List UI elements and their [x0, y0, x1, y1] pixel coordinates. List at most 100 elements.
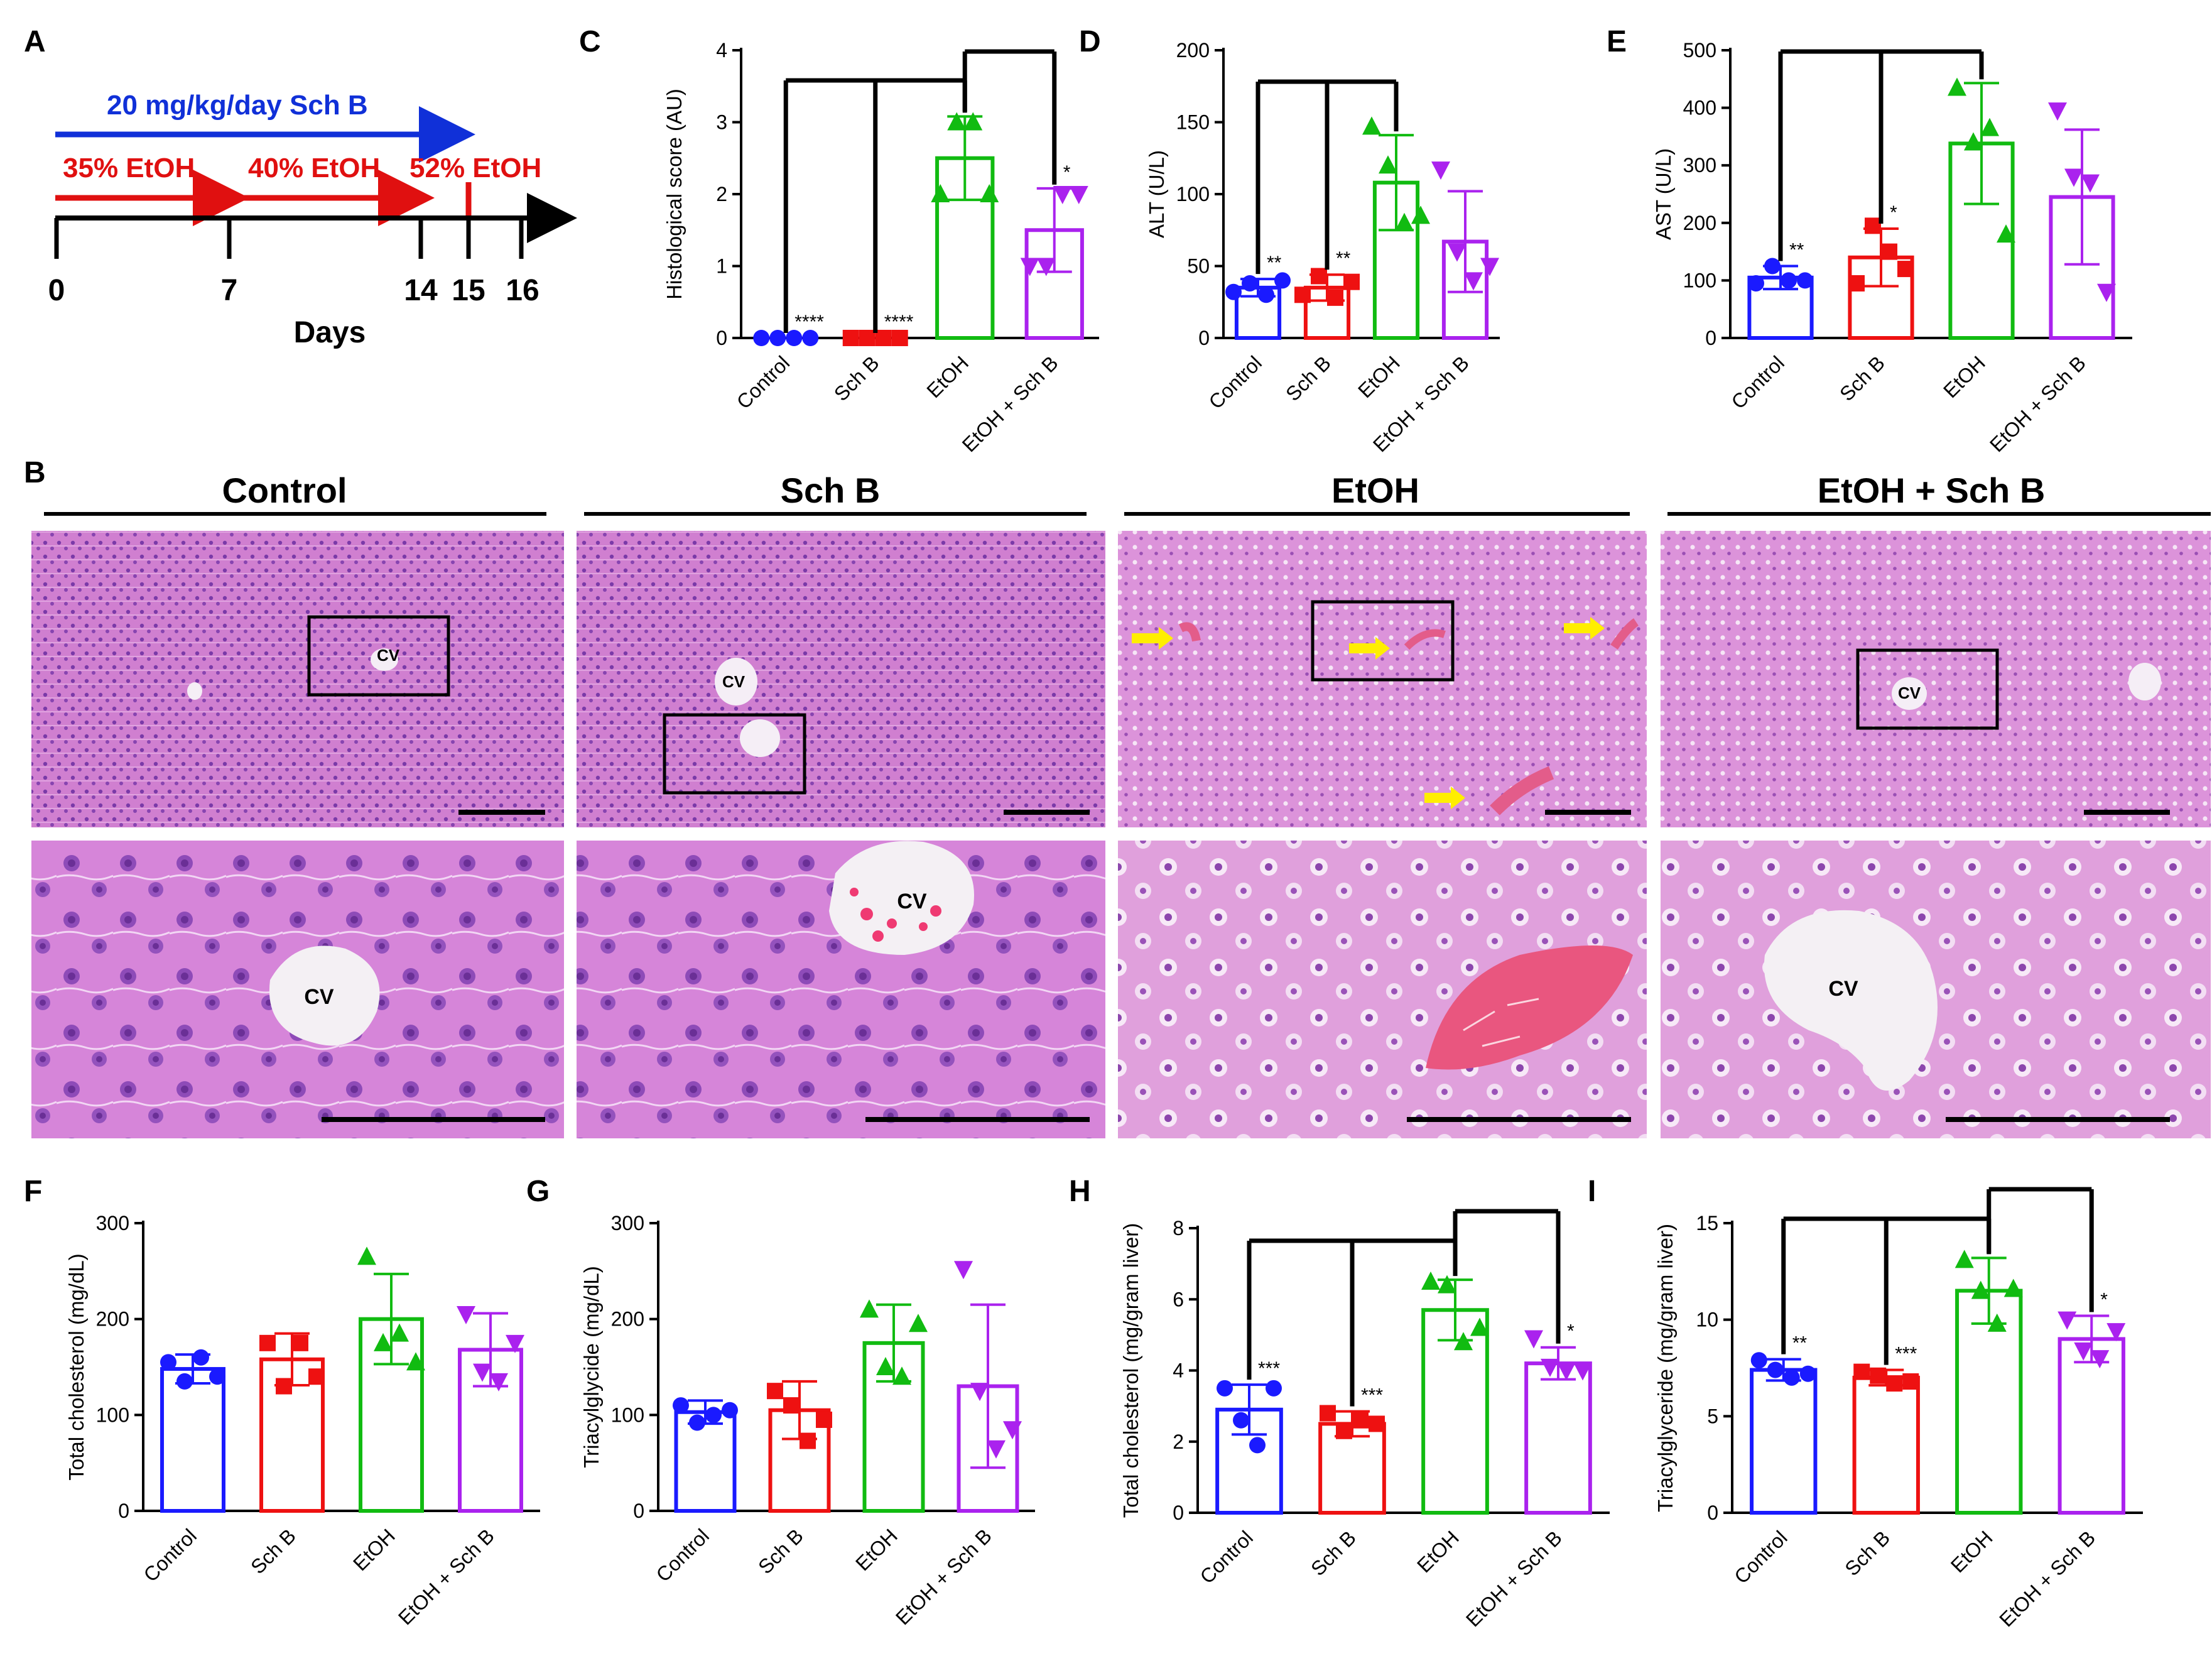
zoom-box — [1856, 648, 1999, 730]
data-point — [176, 1373, 193, 1390]
bar-1 — [160, 1367, 225, 1513]
data-point — [357, 1246, 376, 1265]
data-point — [987, 1440, 1006, 1459]
panel-label-c: C — [579, 25, 601, 58]
micrograph-etoh-schb-high: CV — [1661, 841, 2211, 1138]
data-point — [1997, 224, 2015, 243]
micrograph-control-low: CV — [31, 531, 564, 827]
cv-label: CV — [377, 646, 400, 665]
arrow-icon — [1132, 627, 1173, 650]
dose-label: 20 mg/kg/day Sch B — [107, 90, 368, 121]
cv-label: CV — [304, 985, 334, 1009]
data-point — [1036, 258, 1056, 276]
significance-label: **** — [794, 312, 824, 332]
category-label: Control — [1205, 351, 1266, 413]
significance-label: ** — [1267, 253, 1282, 273]
data-point — [1020, 258, 1039, 276]
data-point — [1748, 275, 1764, 291]
category-label: Control — [732, 351, 794, 413]
day-tick-14: 14 — [404, 274, 438, 307]
category-label: Control — [1727, 351, 1789, 413]
category-label: EtOH — [851, 1524, 902, 1575]
y-tick-label: 0 — [716, 327, 727, 349]
data-point — [1379, 155, 1397, 174]
data-point — [1362, 116, 1381, 135]
data-point — [489, 1373, 508, 1392]
category-label: Sch B — [1306, 1526, 1360, 1580]
y-tick-label: 100 — [96, 1403, 129, 1426]
cv-label: CV — [897, 890, 927, 913]
data-point — [1003, 1421, 1022, 1440]
y-tick-label: 200 — [611, 1308, 644, 1331]
y-axis-label: Total cholesterol (mg/gram liver) — [1119, 1223, 1142, 1518]
significance-label: *** — [1895, 1344, 1917, 1365]
panel-labels: A B C D E F G H I — [24, 25, 1627, 1208]
data-point — [1870, 1367, 1887, 1384]
data-point — [1421, 1271, 1440, 1290]
data-point — [909, 1314, 928, 1332]
y-tick-label: 50 — [1187, 255, 1210, 278]
micrograph-etoh-high — [1118, 841, 1647, 1138]
chart-liver-cholesterol: 0 2 4 6 8 Total cholesterol (mg/gram liver) Co… — [1119, 1209, 1610, 1631]
data-point — [860, 1299, 879, 1318]
data-point — [2057, 1311, 2077, 1330]
data-point — [1897, 261, 1914, 278]
data-point — [160, 1354, 176, 1371]
y-tick-label: 100 — [611, 1403, 644, 1426]
chart-liver-triacylglyceride: 0 5 10 15 Triacylglyceride (mg/gram liver) Co… — [1654, 1187, 2143, 1631]
bar-3 — [1421, 1308, 1489, 1515]
category-label: EtOH — [1939, 351, 1990, 402]
histology-panel: Control Sch B EtOH EtOH + Sch B CV CV — [31, 471, 2211, 1138]
data-point — [769, 330, 786, 346]
category-label: Control — [1196, 1526, 1257, 1588]
cv-label: CV — [1898, 684, 1921, 702]
data-point — [1964, 132, 1983, 151]
data-point — [2064, 168, 2083, 187]
etoh-stage-3-label: 52% EtOH — [409, 153, 541, 183]
panel-label-f: F — [24, 1175, 42, 1208]
data-point — [1327, 289, 1343, 306]
data-point — [1764, 258, 1781, 275]
y-tick-label: 150 — [1176, 111, 1210, 134]
data-point — [2097, 283, 2116, 302]
y-tick-label: 4 — [1173, 1359, 1184, 1382]
data-point — [892, 1366, 911, 1385]
data-point — [1954, 1250, 1974, 1268]
y-tick-label: 300 — [96, 1212, 129, 1234]
central-vein — [1764, 910, 1938, 1091]
data-point — [1448, 243, 1467, 262]
histology-title-control: Control — [222, 471, 347, 510]
data-point — [1797, 272, 1813, 289]
data-point — [1258, 286, 1274, 303]
data-point — [1573, 1362, 1592, 1381]
y-tick-label: 0 — [1705, 327, 1716, 349]
central-vein — [829, 841, 974, 955]
bar-3 — [359, 1317, 424, 1513]
data-point — [1053, 186, 1072, 204]
data-point — [1242, 275, 1258, 291]
central-vein — [715, 658, 757, 705]
data-point — [1987, 1313, 2007, 1332]
significance-label: * — [1890, 202, 1897, 223]
y-axis-label: Triacylglyceride (mg/gram liver) — [1654, 1224, 1677, 1512]
y-axis-label: Triacylglycide (mg/dL) — [580, 1266, 603, 1468]
day-tick-7: 7 — [221, 274, 238, 307]
significance-label: ** — [1792, 1333, 1808, 1354]
significance-label: **** — [884, 312, 914, 332]
category-label: Sch B — [1835, 351, 1889, 405]
arrow-icon — [1564, 617, 1605, 640]
data-point — [1767, 1361, 1784, 1378]
data-point — [1980, 117, 1999, 136]
significance-label: * — [1063, 162, 1071, 183]
data-point — [1266, 1380, 1282, 1397]
data-point — [1783, 1369, 1800, 1386]
histology-title-schb: Sch B — [781, 471, 881, 510]
panel-label-e: E — [1607, 25, 1627, 58]
y-tick-label: 300 — [1683, 154, 1716, 177]
data-point — [891, 330, 908, 346]
data-point — [1524, 1330, 1543, 1349]
zoom-box — [307, 615, 450, 697]
significance-label: *** — [1258, 1358, 1280, 1379]
category-label: EtOH — [922, 351, 973, 402]
